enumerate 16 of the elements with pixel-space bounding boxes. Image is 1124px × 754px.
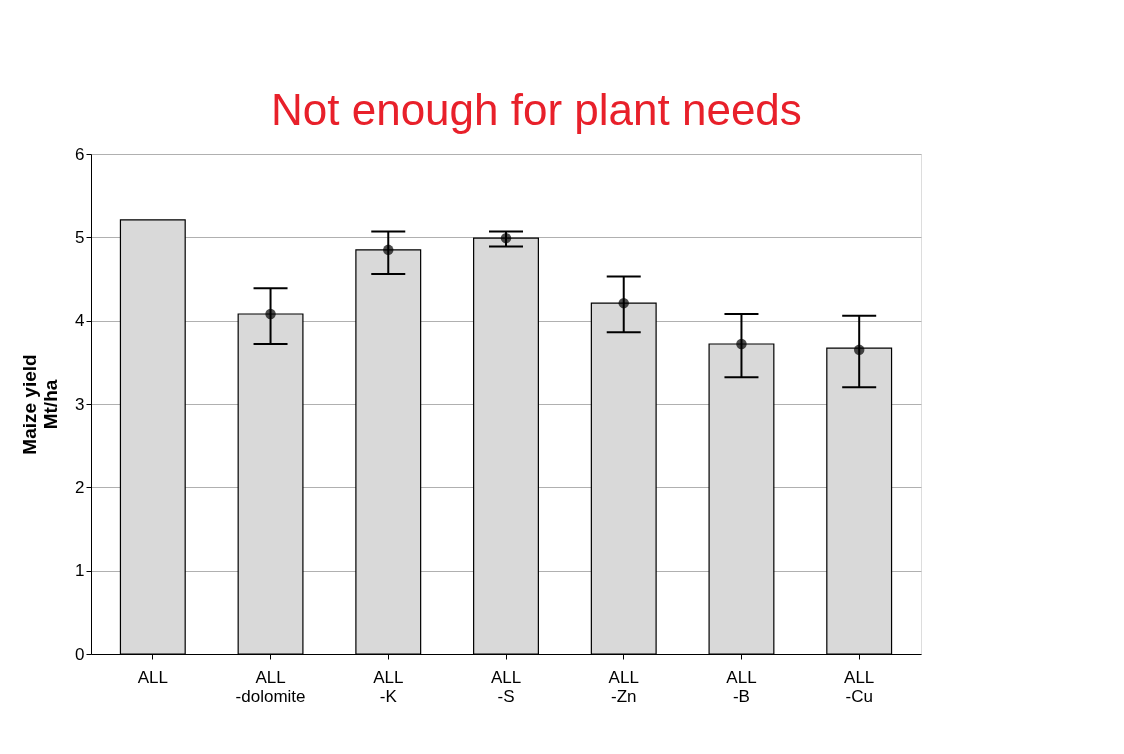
x-tick-label: ALL -S bbox=[490, 667, 522, 706]
y-tick-label: 3 bbox=[75, 394, 85, 414]
x-tick-label: ALL -B bbox=[726, 667, 757, 706]
x-tick-label: ALL -Cu bbox=[844, 667, 875, 706]
x-tick-label: ALL bbox=[137, 667, 168, 687]
y-tick-label: 6 bbox=[75, 144, 85, 164]
x-tick-label: ALL -K bbox=[373, 667, 404, 706]
y-tick-label: 0 bbox=[75, 644, 85, 664]
y-tick-label: 5 bbox=[75, 227, 85, 247]
x-tick-label: ALL -Zn bbox=[608, 667, 639, 706]
x-tick-label: ALL -dolomite bbox=[235, 667, 306, 706]
text: Not enough for plant needs bbox=[271, 85, 802, 134]
y-tick-label: 1 bbox=[75, 561, 85, 581]
y-tick-label: 2 bbox=[75, 477, 85, 497]
y-axis-title: Maize yield Mt/ha bbox=[19, 354, 62, 455]
y-tick-label: 4 bbox=[75, 311, 85, 331]
